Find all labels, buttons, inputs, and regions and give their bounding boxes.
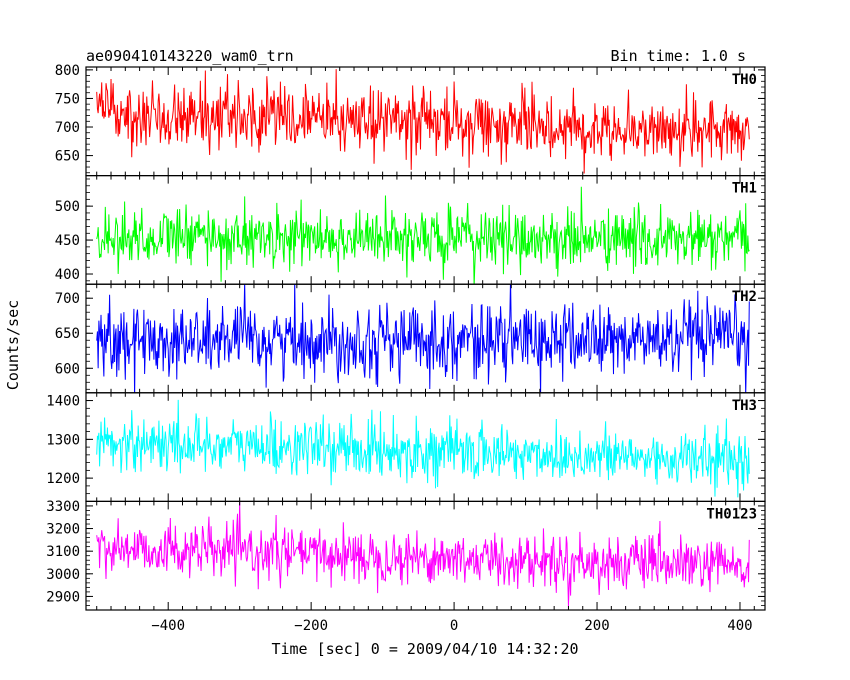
panels-group: 650 700 750 800 TH0 400 450 500 TH1 600 650 700 TH2 1… [46,63,766,611]
y-tick-label: 500 [55,199,80,215]
y-tick-label: 1300 [46,432,80,448]
y-tick-label: 650 [55,149,80,165]
series-line-th3 [96,399,750,498]
panel-th0123: 2900 3000 3100 3200 3300 TH0123 [46,499,766,611]
x-axis: −400 −200 0 200 400 [151,618,752,634]
series-line-th0123 [96,501,750,607]
y-tick-label: 3300 [46,499,80,515]
y-tick-label: 2900 [46,589,80,605]
x-tick-label: −200 [294,618,328,634]
panel-label-th3: TH3 [732,398,757,414]
x-tick-label: 0 [450,618,458,634]
y-tick-label: 800 [55,63,80,79]
x-tick-label: 200 [584,618,609,634]
y-tick-label: 700 [55,291,80,307]
y-tick-label: 3100 [46,544,80,560]
x-tick-label: −400 [151,618,185,634]
x-tick-label: 400 [727,618,752,634]
panel-th0: 650 700 750 800 TH0 [55,63,766,177]
series-line-th0 [96,69,750,174]
y-tick-label: 700 [55,120,80,136]
y-tick-label: 450 [55,233,80,249]
chart-title: ae090410143220_wam0_trn [86,47,294,65]
panel-th1: 400 450 500 TH1 [55,175,766,285]
y-tick-label: 1400 [46,394,80,410]
panel-label-th0123: TH0123 [706,506,757,522]
y-tick-label: 650 [55,326,80,342]
y-tick-label: 600 [55,361,80,377]
panel-label-th1: TH1 [732,181,757,197]
bin-time-label: Bin time: 1.0 s [611,47,746,65]
y-tick-label: 400 [55,267,80,283]
series-line-th1 [96,186,750,285]
panel-label-th0: TH0 [732,72,757,88]
panel-th2: 600 650 700 TH2 [55,283,766,394]
y-tick-label: 3200 [46,522,80,538]
series-line-th2 [96,284,750,393]
y-axis-label: Counts/sec [4,300,22,390]
y-tick-label: 3000 [46,567,80,583]
panel-label-th2: TH2 [732,289,757,305]
y-tick-label: 750 [55,91,80,107]
x-axis-label: Time [sec] 0 = 2009/04/10 14:32:20 [271,640,578,658]
panel-th3: 1200 1300 1400 TH3 [46,392,766,502]
y-tick-label: 1200 [46,471,80,487]
